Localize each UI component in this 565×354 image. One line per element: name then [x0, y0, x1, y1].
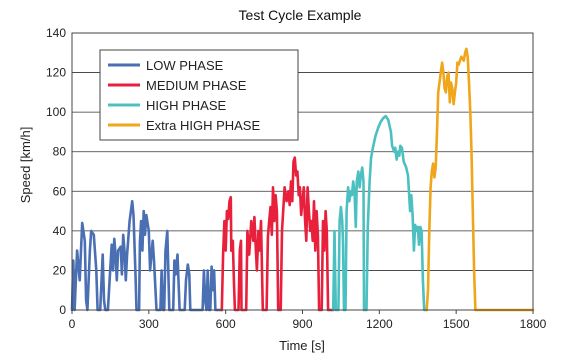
- legend-label: LOW PHASE: [146, 58, 224, 73]
- x-axis-title: Time [s]: [279, 338, 325, 353]
- x-tick-label: 0: [69, 317, 76, 331]
- x-tick-label: 1500: [443, 317, 470, 331]
- chart-title: Test Cycle Example: [239, 7, 362, 23]
- legend-label: HIGH PHASE: [146, 98, 227, 113]
- y-tick-label: 140: [46, 26, 66, 40]
- x-tick-label: 1800: [520, 317, 547, 331]
- x-tick-label: 600: [216, 317, 236, 331]
- x-tick-label: 300: [139, 317, 159, 331]
- y-tick-label: 40: [53, 224, 67, 238]
- series-line-1: [70, 199, 224, 312]
- y-axis-title: Speed [km/h]: [18, 127, 33, 204]
- series-line-3: [331, 114, 428, 312]
- x-tick-label: 900: [292, 317, 312, 331]
- legend: LOW PHASE MEDIUM PHASE HIGH PHASE Extra HIG…: [99, 49, 299, 141]
- y-tick-label: 20: [53, 263, 67, 277]
- y-tick-label: 60: [53, 184, 67, 198]
- x-tick-label: 1200: [366, 317, 393, 331]
- y-tick-label: 0: [59, 303, 66, 317]
- legend-label: Extra HIGH PHASE: [146, 118, 260, 133]
- y-tick-label: 120: [46, 66, 66, 80]
- y-tick-label: 80: [53, 145, 67, 159]
- series-layer: [70, 47, 535, 312]
- series-line-4: [425, 47, 535, 312]
- y-tick-label: 100: [46, 105, 66, 119]
- axis-ticks: 0 20 40 60 80 100 120 140 0 300 600 900 1200 1500 1800: [46, 26, 547, 331]
- series-line-2: [220, 156, 335, 312]
- legend-label: MEDIUM PHASE: [146, 78, 247, 93]
